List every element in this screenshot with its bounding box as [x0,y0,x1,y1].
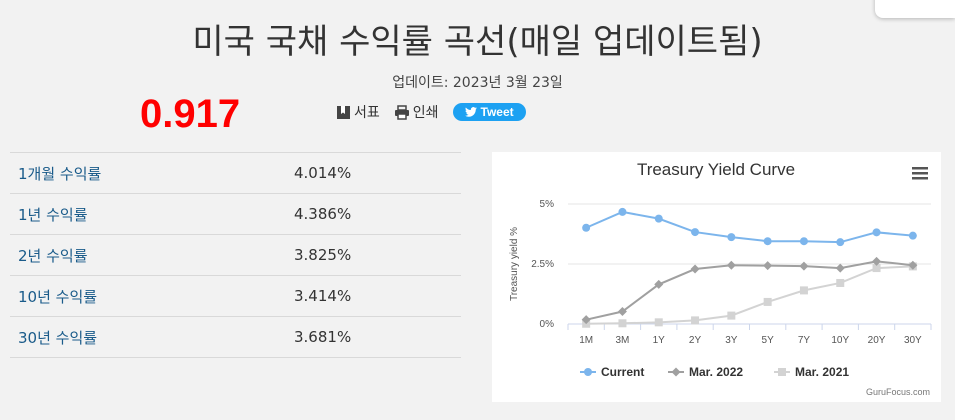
series-line [586,265,913,325]
spread-value: 0.917 [140,92,241,136]
data-point [654,279,664,289]
data-point [727,311,736,320]
data-point [691,228,700,237]
legend-item[interactable]: Current [580,365,644,379]
data-point [654,318,663,327]
yield-table: 1개월 수익률 4.014% 1년 수익률 4.386% 2년 수익률 3.82… [10,152,461,358]
table-row: 2년 수익률 3.825% [10,234,461,276]
x-tick-label: 3Y [725,335,738,346]
yield-label-link[interactable]: 10년 수익률 [10,275,293,317]
data-point [691,316,700,325]
yield-value: 4.386% [293,193,461,235]
x-tick-label: 20Y [868,335,886,346]
legend-item[interactable]: Mar. 2021 [774,365,849,379]
data-point [872,256,882,266]
data-point [618,319,627,328]
x-tick-label: 1M [579,335,593,346]
series-line [585,210,913,244]
bookmark-button[interactable]: 서표 [336,102,380,122]
bookmark-icon [337,105,350,119]
data-point [581,315,591,325]
x-tick-label: 1Y [653,335,666,346]
yield-label-link[interactable]: 30년 수익률 [10,316,293,358]
series-group [582,207,917,247]
tweet-label: Tweet [480,105,514,119]
yield-curve-chart: Treasury Yield Curve Treasury yield % 0%… [492,152,941,402]
print-label: 인쇄 [412,105,439,121]
yield-label-link[interactable]: 1개월 수익률 [10,152,293,194]
tweet-button[interactable]: Tweet [452,103,526,121]
share-actions: 서표 인쇄 Tweet [336,102,526,122]
print-button[interactable]: 인쇄 [394,102,439,122]
x-tick-label: 3M [615,335,629,346]
yield-value: 3.825% [293,234,461,276]
data-point [835,263,845,273]
chart-title: Treasury Yield Curve [637,160,795,179]
data-point [582,223,591,232]
data-point [836,278,845,287]
x-tick-label: 7Y [798,335,811,346]
data-point [763,261,773,271]
data-point [617,307,627,317]
data-point [872,264,881,273]
x-tick-label: 30Y [904,335,922,346]
series-line [585,260,913,321]
y-tick-label: 0% [540,319,555,330]
legend-label: Mar. 2022 [689,365,743,379]
yield-value: 4.014% [293,152,461,194]
data-point [763,297,772,306]
x-tick-label: 2Y [689,335,702,346]
updated-date: 업데이트: 2023년 3월 23일 [392,75,563,91]
data-point [584,368,592,376]
series-group [582,262,917,328]
legend-label: Current [601,365,644,379]
top-right-menu-tab[interactable] [875,0,955,18]
data-point [799,261,809,271]
series-group [581,256,918,325]
data-point [727,233,736,242]
data-point [690,264,700,274]
yield-value: 3.681% [293,316,461,358]
data-point [908,260,918,270]
y-tick-label: 2.5% [531,259,554,270]
data-point [618,207,627,216]
data-point [778,368,786,376]
table-row: 10년 수익률 3.414% [10,275,461,317]
data-point [799,286,808,295]
legend-item[interactable]: Mar. 2022 [668,365,743,379]
table-row: 1개월 수익률 4.014% [10,152,461,194]
x-tick-label: 10Y [831,335,849,346]
chart-menu-button[interactable] [910,166,928,182]
bookmark-label: 서표 [354,105,380,121]
data-point [726,260,736,270]
yield-value: 3.414% [293,275,461,317]
data-point [763,237,772,246]
table-row: 30년 수익률 3.681% [10,316,461,358]
table-row: 1년 수익률 4.386% [10,193,461,235]
data-point [654,214,663,223]
legend-label: Mar. 2021 [795,365,849,379]
hamburger-icon [912,167,928,170]
data-point [799,237,808,246]
yield-label-link[interactable]: 2년 수익률 [10,234,293,276]
y-tick-label: 5% [540,199,555,210]
chart-credit: GuruFocus.com [866,387,930,397]
data-point [836,238,845,247]
chart-svg: Treasury Yield Curve Treasury yield % 0%… [509,160,932,397]
page-title: 미국 국채 수익률 곡선(매일 업데이트됨) [192,22,763,62]
printer-icon [394,104,409,120]
x-tick-label: 5Y [762,335,775,346]
data-point [671,367,681,377]
data-point [908,231,917,240]
twitter-bird-icon [464,107,477,117]
y-axis-label: Treasury yield % [509,227,520,301]
yield-label-link[interactable]: 1년 수익률 [10,193,293,235]
data-point [872,228,881,237]
